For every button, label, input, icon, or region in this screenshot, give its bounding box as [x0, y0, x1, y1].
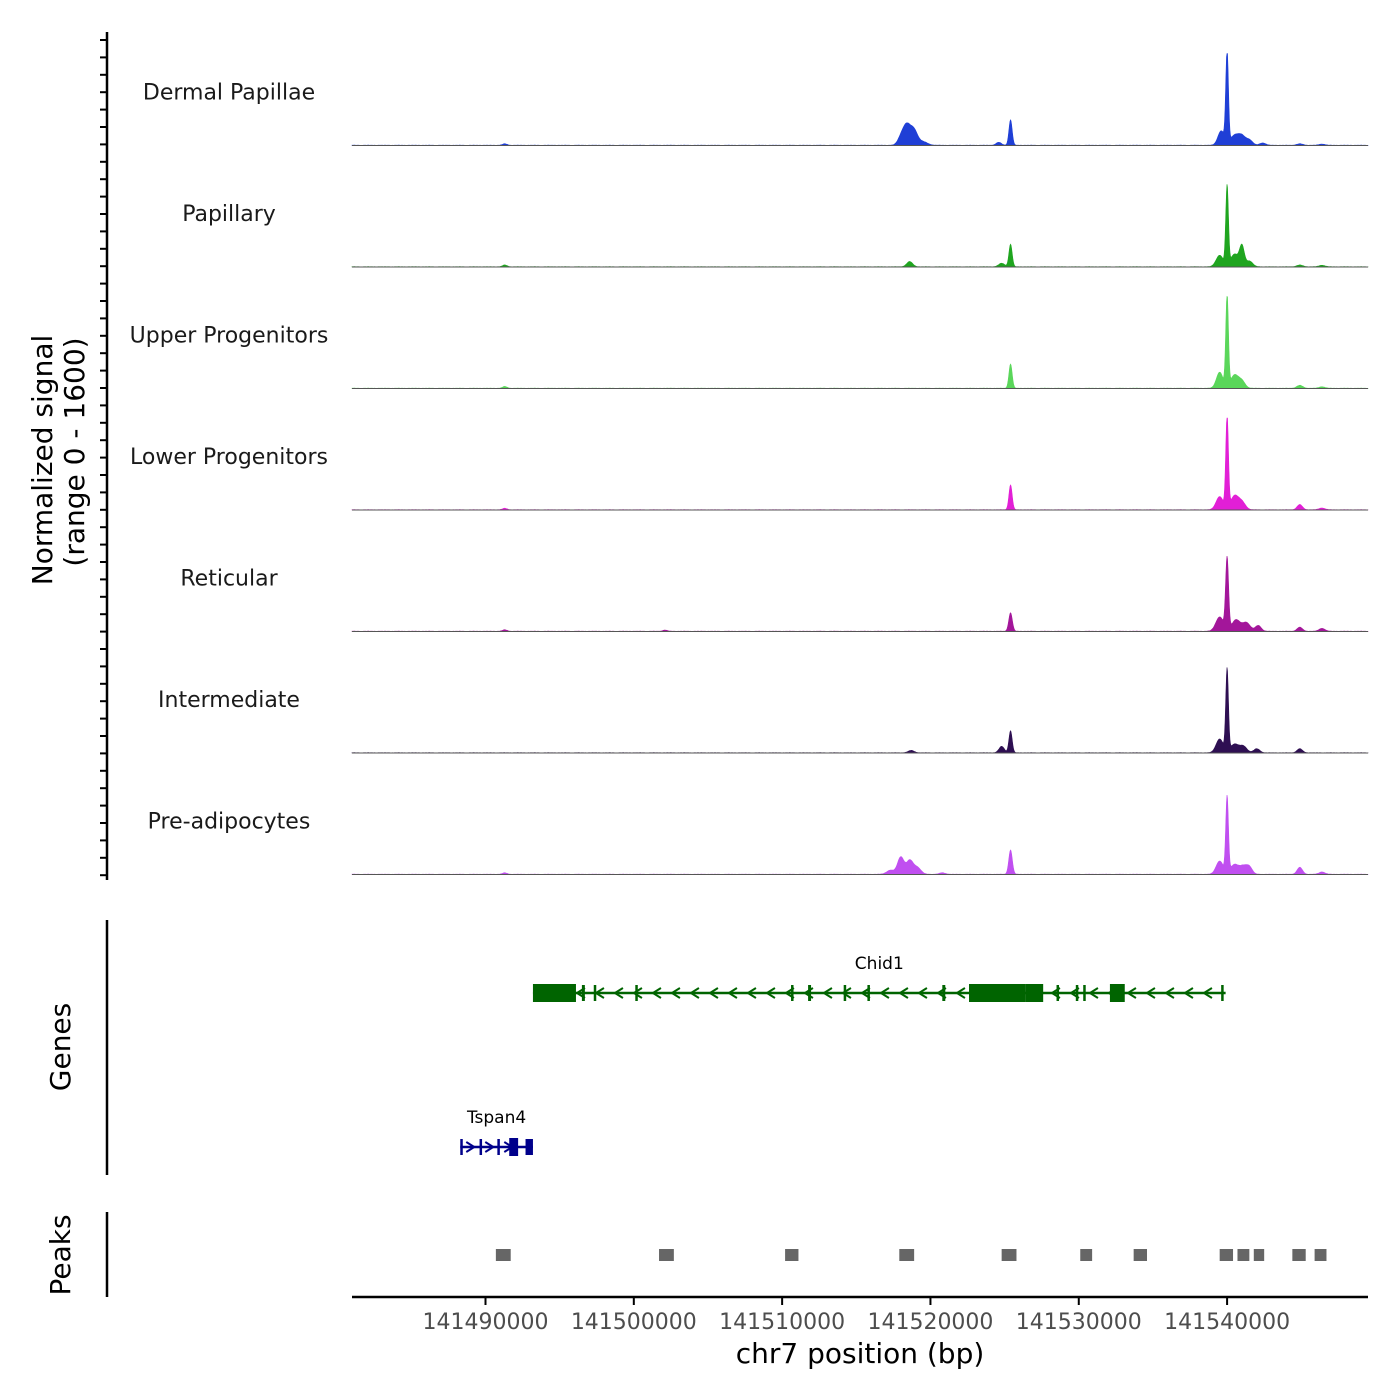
x-tick-label: 141500000	[571, 1310, 697, 1335]
track-label: Dermal Papillae	[143, 81, 315, 106]
strand-arrow	[841, 987, 852, 999]
x-axis-title: chr7 position (bp)	[736, 1337, 985, 1370]
peak-regions	[495, 1249, 1327, 1261]
x-tick-label: 141540000	[1164, 1310, 1290, 1335]
strand-arrow	[689, 987, 700, 999]
x-tick-label: 141520000	[867, 1310, 993, 1335]
track-label: Intermediate	[158, 688, 300, 713]
gene-exon	[635, 985, 638, 1001]
strand-arrow	[917, 987, 928, 999]
track-label: Papillary	[182, 202, 276, 227]
y-axis-title-line2: (range 0 - 1600)	[58, 337, 91, 566]
track-label: Pre-adipocytes	[148, 810, 311, 835]
gene-exon	[1109, 984, 1125, 1002]
strand-arrow	[651, 987, 662, 999]
strand-arrow	[1145, 987, 1156, 999]
track-pre-adipocytes: Pre-adipocytes	[148, 794, 1369, 875]
peak-region	[1253, 1249, 1265, 1261]
gene-exon	[460, 1139, 463, 1155]
track-lower-progenitors: Lower Progenitors	[130, 417, 1369, 511]
peak-region	[659, 1249, 674, 1261]
gene-exon	[808, 985, 812, 1001]
track-label: Reticular	[180, 567, 278, 592]
peak-region	[1219, 1249, 1234, 1261]
strand-arrow	[613, 987, 624, 999]
gene-exon	[593, 985, 597, 1001]
strand-arrow	[822, 987, 833, 999]
gene-label: Tspan4	[466, 1108, 526, 1128]
peak-region	[899, 1249, 915, 1261]
gene-exon	[581, 985, 585, 1001]
gene-exon	[867, 985, 870, 1001]
signal-area	[351, 417, 1369, 511]
x-tick-label: 141490000	[422, 1310, 548, 1335]
genes-panel-title: Genes	[44, 1003, 77, 1091]
signal-y-axis	[100, 32, 109, 880]
strand-arrow	[727, 987, 738, 999]
strand-arrow	[746, 987, 757, 999]
gene-exon	[479, 1139, 483, 1155]
peak-region	[785, 1249, 799, 1261]
gene-annotations: Chid1 Tspan4	[460, 954, 1226, 1156]
gene-exon	[525, 1139, 533, 1155]
strand-arrow	[1202, 987, 1213, 999]
track-reticular: Reticular	[180, 555, 1369, 632]
track-dermal-papillae: Dermal Papillae	[143, 53, 1369, 146]
gene-exon	[1221, 985, 1224, 1001]
strand-arrow	[765, 987, 776, 999]
peak-region	[1292, 1249, 1306, 1261]
strand-arrow	[484, 1141, 496, 1153]
track-label: Lower Progenitors	[130, 445, 328, 470]
track-papillary: Papillary	[182, 184, 1369, 268]
track-label: Upper Progenitors	[130, 324, 329, 349]
x-tick-label: 141530000	[1016, 1310, 1142, 1335]
strand-arrow	[898, 987, 909, 999]
gene-exon	[791, 985, 794, 1001]
gene-exon	[942, 985, 946, 1001]
strand-arrow	[1126, 987, 1137, 999]
gene-exon	[532, 984, 576, 1002]
signal-area	[351, 53, 1369, 146]
y-axis-title-line1: Normalized signal	[26, 335, 59, 586]
strand-arrow	[955, 987, 966, 999]
x-tick-label: 141510000	[719, 1310, 845, 1335]
x-axis-ticks: 141490000 141500000 141510000 141520000 1415…	[422, 1297, 1290, 1335]
strand-arrow	[465, 1141, 477, 1153]
gene-exon	[497, 1139, 500, 1155]
gene-exon	[509, 1138, 519, 1156]
peak-region	[1314, 1249, 1327, 1261]
peaks-panel-title: Peaks	[44, 1214, 77, 1295]
signal-area	[351, 295, 1369, 389]
strand-arrow	[1164, 987, 1175, 999]
strand-arrow	[1183, 987, 1194, 999]
strand-arrow	[708, 987, 719, 999]
gene-exon	[1075, 985, 1079, 1001]
signal-area	[351, 794, 1369, 875]
gene-exon	[1083, 985, 1086, 1001]
strand-arrow	[860, 987, 871, 999]
gene-exon	[969, 984, 1026, 1002]
gene-label: Chid1	[855, 954, 904, 974]
gene-exon	[1056, 985, 1060, 1001]
peak-region	[495, 1249, 511, 1261]
peak-region	[1001, 1249, 1017, 1261]
track-upper-progenitors: Upper Progenitors	[130, 295, 1369, 389]
track-intermediate: Intermediate	[158, 667, 1369, 754]
gene-chid1: Chid1	[532, 954, 1226, 1002]
signal-area	[351, 184, 1369, 268]
gene-exon	[1025, 984, 1044, 1002]
peak-region	[1237, 1249, 1250, 1261]
gene-exon	[843, 985, 847, 1001]
strand-arrow	[879, 987, 890, 999]
peak-region	[1080, 1249, 1093, 1261]
strand-arrow	[632, 987, 643, 999]
strand-arrow	[1088, 987, 1099, 999]
gene-tspan4: Tspan4	[460, 1108, 533, 1156]
signal-area	[351, 667, 1369, 754]
peak-region	[1133, 1249, 1148, 1261]
strand-arrow	[670, 987, 681, 999]
signal-tracks: Dermal Papillae Papillary Upper Progenitor…	[130, 53, 1369, 875]
signal-area	[351, 555, 1369, 632]
